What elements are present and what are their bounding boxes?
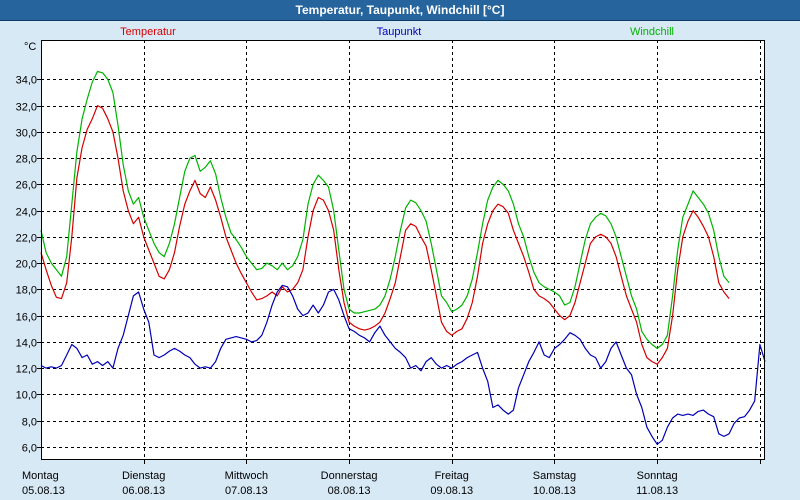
y-tick-label: 16,0 (16, 312, 37, 324)
y-tick-label: 6,0 (22, 443, 37, 455)
y-tick-label: 30,0 (16, 128, 37, 140)
y-tick-label: 22,0 (16, 233, 37, 245)
x-tick-date-label: 09.08.13 (430, 485, 473, 497)
y-tick-label: 10,0 (16, 390, 37, 402)
x-tick-day-label: Sonntag (637, 470, 678, 482)
x-tick-day-label: Montag (22, 470, 59, 482)
y-tick-label: 32,0 (16, 102, 37, 114)
y-axis-label: °C (24, 41, 36, 53)
legend-windchill: Windchill (630, 26, 674, 38)
window-title: Temperatur, Taupunkt, Windchill [°C] (0, 0, 800, 21)
legend-taupunkt: Taupunkt (377, 26, 422, 38)
x-tick-day-label: Dienstag (122, 470, 165, 482)
x-tick-date-label: 05.08.13 (22, 485, 65, 497)
x-tick-day-label: Samstag (533, 470, 576, 482)
x-tick-day-label: Freitag (435, 470, 469, 482)
series-line-temperatur (40, 104, 730, 365)
x-tick-day-label: Donnerstag (321, 470, 378, 482)
x-tick-date-label: 10.08.13 (533, 485, 576, 497)
legend-temperatur: Temperatur (120, 26, 176, 38)
x-tick-date-label: 08.08.13 (328, 485, 371, 497)
x-tick-date-label: 07.08.13 (225, 485, 268, 497)
y-tick-label: 28,0 (16, 154, 37, 166)
plot-frame (41, 40, 765, 460)
series-line-windchill (40, 70, 730, 349)
x-tick-day-label: Mittwoch (225, 470, 268, 482)
y-tick-label: 26,0 (16, 180, 37, 192)
y-tick-label: 8,0 (22, 417, 37, 429)
series-lines (40, 70, 766, 445)
y-tick-label: 18,0 (16, 285, 37, 297)
x-tick-date-label: 06.08.13 (122, 485, 165, 497)
y-tick-label: 20,0 (16, 259, 37, 271)
y-tick-label: 14,0 (16, 338, 37, 350)
plot-area (41, 40, 765, 460)
series-line-taupunkt (40, 284, 766, 445)
grid (41, 40, 765, 460)
y-tick-label: 34,0 (16, 75, 37, 87)
y-tick-label: 12,0 (16, 364, 37, 376)
x-tick-date-label: 11.08.13 (636, 485, 678, 497)
axes: 6,0 8,0 10,0 12,0 14,0 16,0 18,0 20,0 22,0 24,0 26… (16, 40, 765, 497)
plot-background (41, 40, 765, 460)
y-tick-label: 24,0 (16, 207, 37, 219)
